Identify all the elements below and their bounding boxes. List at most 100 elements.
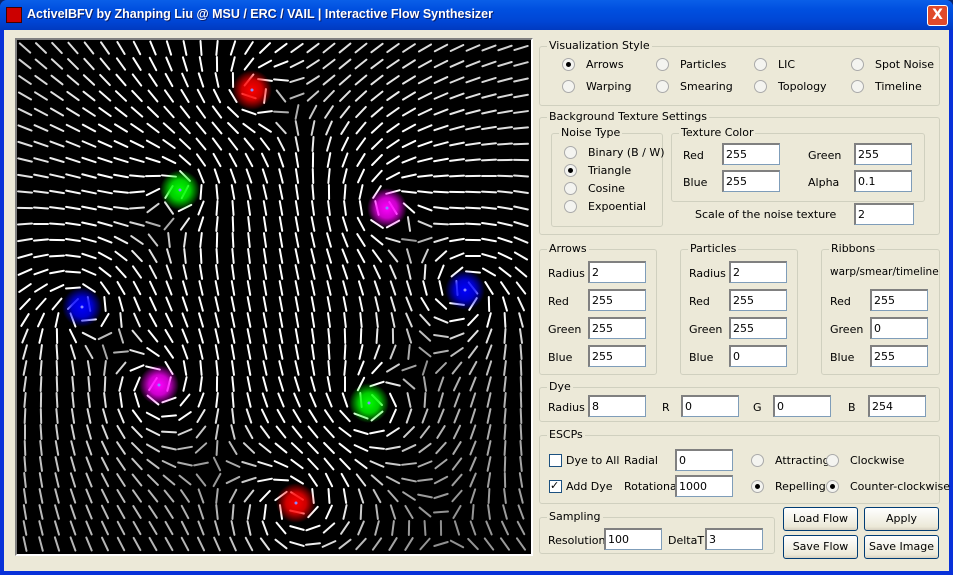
flow-streak [181, 72, 189, 88]
flow-streak [242, 122, 256, 134]
flow-streak [178, 474, 192, 486]
flow-streak [147, 489, 159, 503]
vis-style-radio-spot-noise[interactable]: Spot Noise [851, 58, 934, 71]
noise-type-radio-3[interactable]: Expoential [564, 200, 646, 213]
counter-clockwise-radio[interactable]: Counter-clockwise [826, 480, 950, 493]
arrows-blue-input[interactable] [588, 345, 646, 367]
flow-streak [146, 106, 160, 118]
flow-streak [503, 328, 507, 344]
critical-point-marker[interactable] [294, 501, 298, 505]
texture-alpha-input[interactable] [854, 170, 912, 192]
save-flow-button[interactable]: Save Flow [783, 535, 858, 559]
dye-r-input[interactable] [681, 395, 739, 417]
repelling-radio[interactable]: Repelling [751, 480, 826, 493]
ribbons-green-input[interactable] [870, 317, 928, 339]
dye-g-input[interactable] [773, 395, 831, 417]
flow-streak [387, 249, 399, 263]
save-image-button[interactable]: Save Image [864, 535, 939, 559]
vis-style-radio-lic[interactable]: LIC [754, 58, 795, 71]
clockwise-radio[interactable]: Clockwise [826, 454, 904, 467]
flow-streak [502, 296, 508, 312]
flow-streak [434, 298, 448, 310]
flow-streak [262, 296, 268, 312]
dye-to-all-checkbox[interactable]: Dye to All [549, 454, 619, 467]
flow-canvas[interactable] [15, 38, 533, 556]
flow-streak [118, 376, 124, 392]
arrows-green-input[interactable] [588, 317, 646, 339]
title-bar[interactable]: ActiveIBFV by Zhanping Liu @ MSU / ERC /… [0, 0, 953, 30]
flow-streak [199, 248, 203, 264]
flow-streak [338, 58, 352, 70]
radial-input[interactable] [675, 449, 733, 471]
noise-type-radio-1[interactable]: Triangle [564, 164, 631, 177]
flow-streak [373, 264, 381, 280]
resolution-input[interactable] [604, 528, 662, 550]
apply-button[interactable]: Apply [864, 507, 939, 531]
flow-streak [132, 57, 142, 71]
vis-style-radio-warping[interactable]: Warping [562, 80, 631, 93]
vis-style-radio-timeline[interactable]: Timeline [851, 80, 922, 93]
particles-blue-input[interactable] [729, 345, 787, 367]
noise-scale-input[interactable] [854, 203, 914, 225]
flow-streak [54, 472, 60, 488]
texture-red-input[interactable] [722, 143, 780, 165]
noise-type-radio-0[interactable]: Binary (B / W) [564, 146, 665, 159]
vis-style-radio-smearing[interactable]: Smearing [656, 80, 733, 93]
ribbons-red-input[interactable] [870, 289, 928, 311]
deltat-input[interactable] [705, 528, 763, 550]
dye-b-input[interactable] [868, 395, 926, 417]
flow-streak [370, 138, 384, 150]
flow-streak [246, 296, 252, 312]
flow-streak [498, 266, 512, 278]
add-dye-checkbox[interactable]: Add Dye [549, 479, 613, 493]
ribbons-red-label: Red [830, 295, 851, 308]
flow-streak [310, 312, 316, 328]
flow-visualization[interactable] [17, 40, 531, 554]
flow-streak [327, 168, 331, 184]
flow-streak [99, 57, 111, 71]
flow-streak [370, 90, 384, 102]
flow-streak [103, 392, 107, 408]
flow-streak [433, 190, 449, 194]
group-title: Ribbons [829, 242, 878, 255]
vis-style-radio-particles[interactable]: Particles [656, 58, 726, 71]
flow-streak [34, 42, 48, 54]
flow-streak [162, 474, 176, 486]
flow-streak [357, 280, 365, 296]
critical-point-marker[interactable] [157, 383, 161, 387]
ribbons-blue-input[interactable] [870, 345, 928, 367]
ribbons-blue-label: Blue [830, 351, 855, 364]
flow-streak [85, 536, 93, 552]
critical-point-marker[interactable] [178, 188, 182, 192]
flow-streak [417, 140, 433, 148]
dye-r-label: R [662, 401, 670, 414]
noise-type-radio-2[interactable]: Cosine [564, 182, 625, 195]
particles-green-input[interactable] [729, 317, 787, 339]
flow-streak [259, 425, 271, 439]
group-title: Noise Type [559, 126, 623, 139]
flow-streak [323, 89, 335, 103]
arrows-radius-input[interactable] [588, 261, 646, 283]
arrows-blue-label: Blue [548, 351, 573, 364]
load-flow-button[interactable]: Load Flow [783, 507, 858, 531]
critical-point-marker[interactable] [367, 401, 371, 405]
close-button[interactable]: X [927, 5, 948, 26]
rotational-input[interactable] [675, 475, 733, 497]
critical-point-marker[interactable] [463, 288, 467, 292]
attracting-radio[interactable]: Attracting [751, 454, 830, 467]
critical-point-marker[interactable] [250, 88, 254, 92]
critical-point-marker[interactable] [80, 305, 84, 309]
texture-green-input[interactable] [854, 143, 912, 165]
noise-scale-label: Scale of the noise texture [695, 208, 837, 221]
dye-radius-input[interactable] [588, 395, 646, 417]
vis-style-radio-arrows[interactable]: Arrows [562, 58, 624, 71]
flow-streak [129, 349, 145, 355]
vis-style-radio-topology[interactable]: Topology [754, 80, 827, 93]
critical-point-marker[interactable] [385, 206, 389, 210]
particles-red-input[interactable] [729, 289, 787, 311]
group-title: Dye [547, 380, 573, 393]
arrows-red-input[interactable] [588, 289, 646, 311]
particles-radius-input[interactable] [729, 261, 787, 283]
flow-streak [97, 331, 113, 341]
texture-blue-input[interactable] [722, 170, 780, 192]
